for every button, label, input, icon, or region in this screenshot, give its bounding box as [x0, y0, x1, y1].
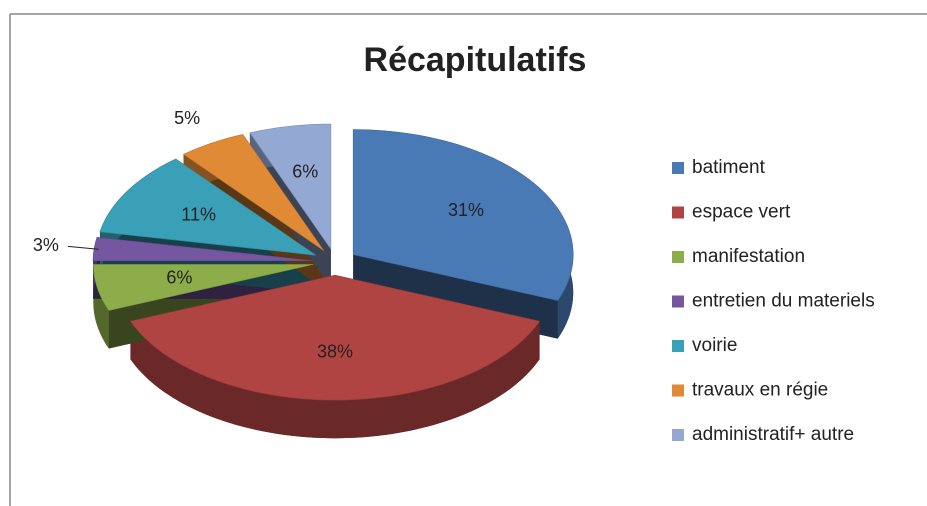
- legend-swatch: [672, 429, 684, 441]
- data-label: 31%: [448, 200, 484, 220]
- legend-label: voirie: [692, 335, 737, 356]
- legend-label: batiment: [692, 157, 766, 178]
- slice: [93, 264, 314, 311]
- data-label: 6%: [292, 162, 318, 182]
- legend-label: espace vert: [692, 202, 791, 223]
- chart-title: Récapitulatifs: [364, 41, 587, 79]
- legend-label: entretien du materiels: [692, 291, 875, 312]
- data-label: 38%: [317, 341, 353, 361]
- slice: [129, 274, 541, 401]
- legend-swatch: [672, 295, 684, 308]
- data-label: 3%: [33, 235, 59, 255]
- legend-swatch: [672, 251, 684, 263]
- slice: [352, 129, 574, 301]
- legend-label: travaux en régie: [692, 380, 828, 401]
- data-label: 6%: [166, 268, 192, 288]
- legend-label: manifestation: [692, 246, 805, 267]
- legend-swatch: [672, 206, 684, 219]
- data-label: 5%: [174, 108, 200, 128]
- slice: [182, 134, 325, 251]
- legend-swatch: [672, 340, 684, 352]
- slice-side: [93, 264, 109, 349]
- slice-side: [130, 321, 540, 439]
- pie-labels: 31% 38% 6% 3% 11% 5% 6%: [33, 108, 484, 361]
- slice: [249, 123, 332, 250]
- data-label: 11%: [181, 205, 216, 225]
- pie-tops: [92, 123, 574, 401]
- legend-label: administratif+ autre: [692, 424, 854, 445]
- legend-swatch: [672, 162, 684, 174]
- leader-line: [67, 245, 99, 250]
- legend-swatch: [672, 384, 684, 397]
- slice: [99, 158, 317, 256]
